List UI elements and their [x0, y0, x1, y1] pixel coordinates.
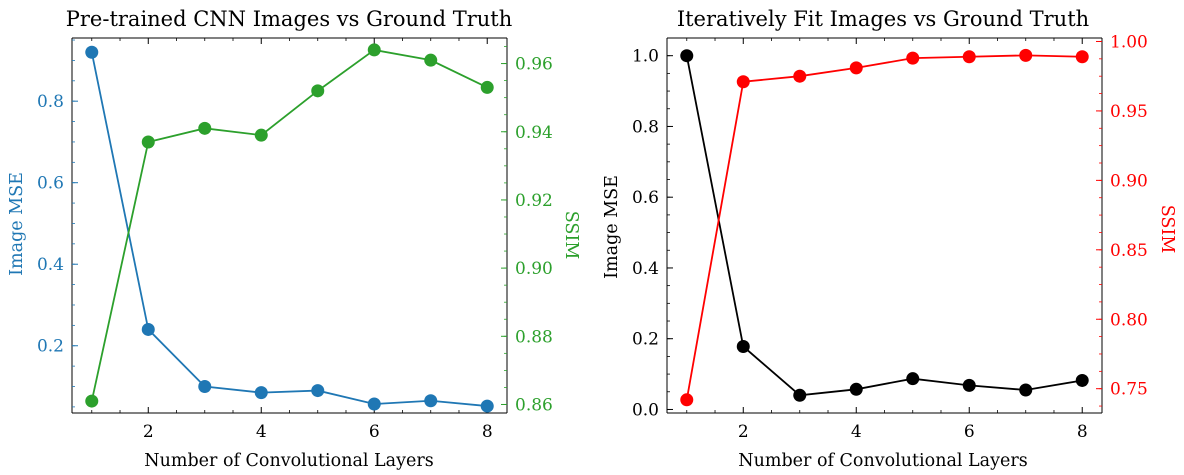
chart-left: Pre-trained CNN Images vs Ground Truth 2…: [7, 7, 581, 471]
ssim-point: [1019, 48, 1033, 62]
y2-tick-label: 1.00: [1110, 32, 1148, 52]
ssim-point: [906, 51, 920, 65]
image-mse-point: [85, 45, 99, 59]
chart-title: Iteratively Fit Images vs Ground Truth: [677, 7, 1089, 31]
image-mse-point: [962, 378, 976, 392]
ssim-point: [367, 43, 381, 57]
image-mse-point: [311, 384, 325, 398]
y-axis-title-left: Image MSE: [602, 175, 622, 279]
ssim-point: [849, 61, 863, 75]
image-mse-point: [1019, 383, 1033, 397]
y-tick-label: 0.8: [37, 92, 64, 112]
y-axis-title-right: SSIM: [1157, 205, 1177, 254]
image-mse-point: [424, 394, 438, 408]
image-mse-point: [198, 380, 212, 394]
y2-tick-label: 0.95: [1110, 102, 1148, 122]
y2-tick-label: 0.96: [515, 55, 553, 75]
x-tick-label: 2: [738, 422, 749, 442]
ssim-point: [254, 128, 268, 142]
y-tick-label: 0.8: [632, 117, 659, 137]
x-tick-label: 8: [1077, 422, 1088, 442]
ssim-point: [141, 135, 155, 149]
y-tick-label: 0.4: [632, 259, 659, 279]
y-tick-label: 0.2: [37, 337, 64, 357]
y2-tick-label: 0.86: [515, 395, 553, 415]
y-tick-label: 0.0: [632, 400, 659, 420]
image-mse-point: [1075, 373, 1089, 387]
image-mse-line: [685, 55, 1083, 397]
y2-tick-label: 0.92: [515, 191, 553, 211]
y-tick-label: 0.6: [37, 174, 64, 194]
y-tick-label: 1.0: [632, 47, 659, 67]
image-mse-point: [793, 388, 807, 402]
y2-tick-label: 0.90: [1110, 171, 1148, 191]
ssim-line: [685, 54, 1083, 400]
y2-tick-label: 0.80: [1110, 310, 1148, 330]
ssim-point: [424, 53, 438, 67]
image-mse-line: [90, 52, 488, 407]
ssim-point: [198, 121, 212, 135]
ssim-point: [1075, 50, 1089, 64]
y2-tick-label: 0.94: [515, 123, 553, 143]
ssim-point: [736, 75, 750, 89]
ssim-point: [85, 394, 99, 408]
x-tick-label: 6: [964, 422, 975, 442]
y2-tick-label: 0.88: [515, 327, 553, 347]
x-tick-label: 6: [369, 422, 380, 442]
ssim-point: [793, 69, 807, 83]
y-axis-title-right: SSIM: [561, 211, 581, 260]
ssim-line: [90, 48, 488, 402]
x-tick-label: 4: [851, 422, 862, 442]
ssim-point: [680, 393, 694, 407]
plot-area: 2 4 6 8 0.2 0.4 0.6 0.8 0.86 0.88 0.90 0.92 0.94 0.96: [37, 37, 553, 442]
x-tick-label: 4: [256, 422, 267, 442]
plot-area: 2 4 6 8 0.0 0.2 0.4 0.6 0.8 1.0 0.75 0.80 0.85 0.90 0.…: [632, 32, 1148, 442]
image-mse-point: [254, 386, 268, 400]
x-tick-label: 2: [143, 422, 154, 442]
image-mse-point: [849, 382, 863, 396]
y-tick-label: 0.2: [632, 330, 659, 350]
image-mse-point: [367, 397, 381, 411]
y-tick-label: 0.4: [37, 255, 64, 275]
image-mse-point: [141, 322, 155, 336]
y2-tick-label: 0.90: [515, 259, 553, 279]
image-mse-point: [680, 49, 694, 63]
y-axis-title-left: Image MSE: [7, 172, 27, 276]
y2-tick-label: 0.85: [1110, 241, 1148, 261]
y2-tick-label: 0.75: [1110, 380, 1148, 400]
x-axis-title: Number of Convolutional Layers: [144, 451, 433, 471]
ssim-point: [311, 84, 325, 98]
ssim-point: [480, 80, 494, 94]
chart-title: Pre-trained CNN Images vs Ground Truth: [66, 7, 513, 31]
image-mse-point: [906, 372, 920, 386]
ssim-point: [962, 50, 976, 64]
x-tick-label: 8: [482, 422, 493, 442]
chart-right: Iteratively Fit Images vs Ground Truth 2…: [602, 7, 1177, 471]
image-mse-point: [480, 399, 494, 413]
y-tick-label: 0.6: [632, 188, 659, 208]
image-mse-point: [736, 339, 750, 353]
x-axis-title: Number of Convolutional Layers: [738, 451, 1027, 471]
